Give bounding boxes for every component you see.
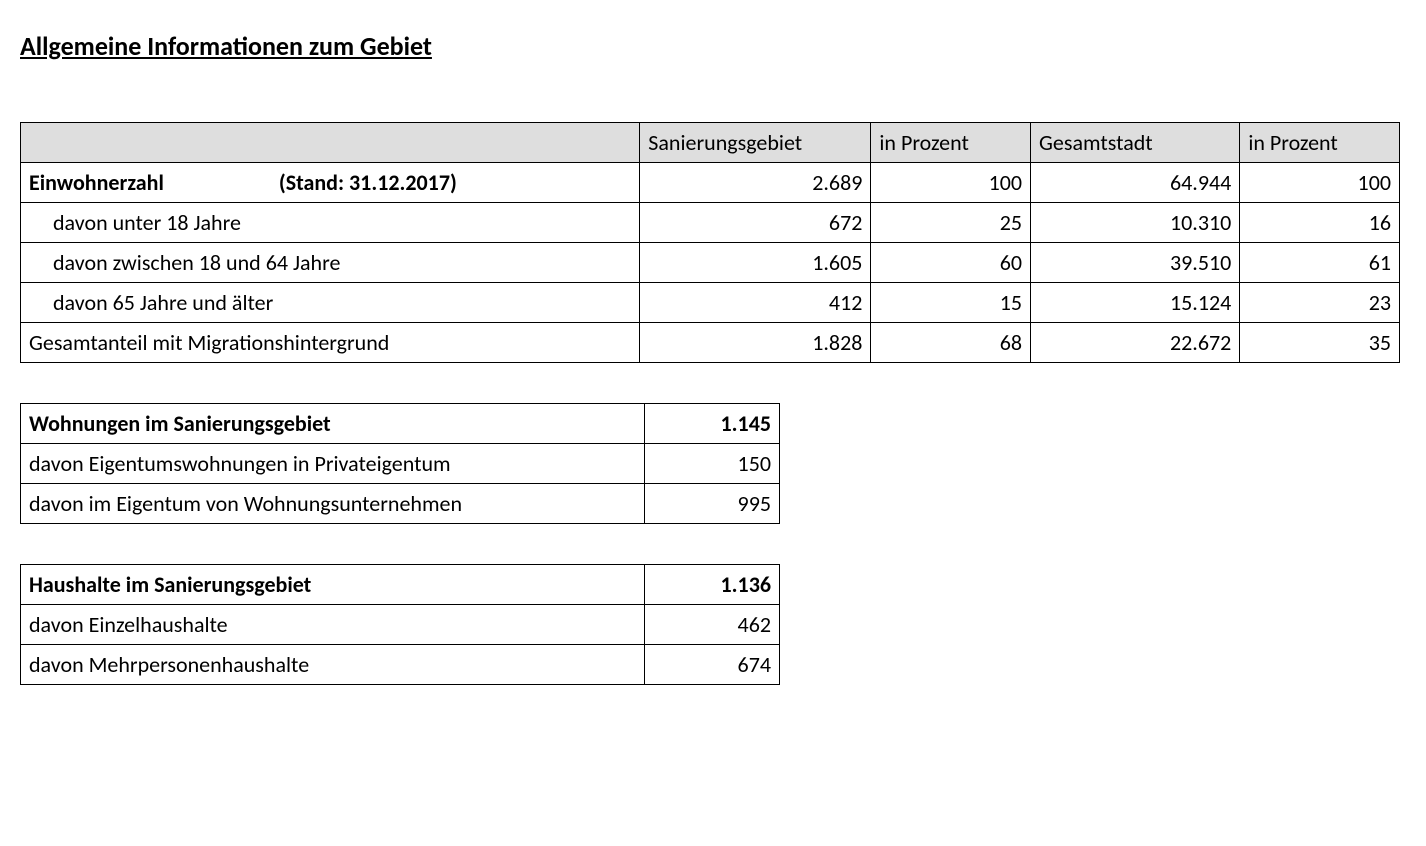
- col-header-sanierung: Sanierungsgebiet: [640, 123, 871, 163]
- population-table: Sanierungsgebiet in Prozent Gesamtstadt …: [20, 122, 1400, 363]
- row-label: Wohnungen im Sanierungsgebiet: [21, 404, 645, 444]
- cell-pct1: 100: [871, 163, 1031, 203]
- table-row: davon unter 18 Jahre 672 25 10.310 16: [21, 203, 1400, 243]
- row-label: davon 65 Jahre und älter: [21, 283, 640, 323]
- col-header-gesamt: Gesamtstadt: [1031, 123, 1240, 163]
- cell-pct2: 61: [1240, 243, 1400, 283]
- cell-pct1: 68: [871, 323, 1031, 363]
- page-title: Allgemeine Informationen zum Gebiet: [20, 30, 1406, 62]
- housing-table: Wohnungen im Sanierungsgebiet 1.145 davo…: [20, 403, 780, 524]
- row-label: Haushalte im Sanierungsgebiet: [21, 565, 645, 605]
- cell-gesamt: 10.310: [1031, 203, 1240, 243]
- table-row: davon zwischen 18 und 64 Jahre 1.605 60 …: [21, 243, 1400, 283]
- table-row: davon Eigentumswohnungen in Privateigent…: [21, 444, 780, 484]
- table-row: Gesamtanteil mit Migrationshintergrund 1…: [21, 323, 1400, 363]
- cell-value: 674: [645, 645, 780, 685]
- cell-gesamt: 39.510: [1031, 243, 1240, 283]
- row-label: Einwohnerzahl (Stand: 31.12.2017): [21, 163, 640, 203]
- cell-pct1: 60: [871, 243, 1031, 283]
- cell-value: 462: [645, 605, 780, 645]
- cell-sanierung: 2.689: [640, 163, 871, 203]
- table-row: davon im Eigentum von Wohnungsunternehme…: [21, 484, 780, 524]
- table-header-row: Sanierungsgebiet in Prozent Gesamtstadt …: [21, 123, 1400, 163]
- cell-pct1: 15: [871, 283, 1031, 323]
- cell-sanierung: 672: [640, 203, 871, 243]
- cell-value: 150: [645, 444, 780, 484]
- row-label: davon Eigentumswohnungen in Privateigent…: [21, 444, 645, 484]
- cell-pct2: 23: [1240, 283, 1400, 323]
- cell-gesamt: 15.124: [1031, 283, 1240, 323]
- cell-gesamt: 64.944: [1031, 163, 1240, 203]
- table-row: davon Mehrpersonenhaushalte 674: [21, 645, 780, 685]
- row-label: davon im Eigentum von Wohnungsunternehme…: [21, 484, 645, 524]
- households-table: Haushalte im Sanierungsgebiet 1.136 davo…: [20, 564, 780, 685]
- col-header-empty: [21, 123, 640, 163]
- table-row: Wohnungen im Sanierungsgebiet 1.145: [21, 404, 780, 444]
- row-label: Gesamtanteil mit Migrationshintergrund: [21, 323, 640, 363]
- cell-sanierung: 1.828: [640, 323, 871, 363]
- cell-pct2: 35: [1240, 323, 1400, 363]
- cell-pct2: 16: [1240, 203, 1400, 243]
- table-row: davon 65 Jahre und älter 412 15 15.124 2…: [21, 283, 1400, 323]
- cell-value: 1.145: [645, 404, 780, 444]
- table-row: Haushalte im Sanierungsgebiet 1.136: [21, 565, 780, 605]
- row-label: davon Mehrpersonenhaushalte: [21, 645, 645, 685]
- col-header-pct1: in Prozent: [871, 123, 1031, 163]
- cell-pct1: 25: [871, 203, 1031, 243]
- cell-value: 1.136: [645, 565, 780, 605]
- cell-value: 995: [645, 484, 780, 524]
- row-label-b: (Stand: 31.12.2017): [279, 166, 457, 199]
- row-label: davon Einzelhaushalte: [21, 605, 645, 645]
- row-label-a: Einwohnerzahl: [29, 166, 164, 199]
- cell-pct2: 100: [1240, 163, 1400, 203]
- row-label: davon zwischen 18 und 64 Jahre: [21, 243, 640, 283]
- col-header-pct2: in Prozent: [1240, 123, 1400, 163]
- cell-sanierung: 1.605: [640, 243, 871, 283]
- cell-sanierung: 412: [640, 283, 871, 323]
- table-row: davon Einzelhaushalte 462: [21, 605, 780, 645]
- row-label: davon unter 18 Jahre: [21, 203, 640, 243]
- cell-gesamt: 22.672: [1031, 323, 1240, 363]
- table-row: Einwohnerzahl (Stand: 31.12.2017) 2.689 …: [21, 163, 1400, 203]
